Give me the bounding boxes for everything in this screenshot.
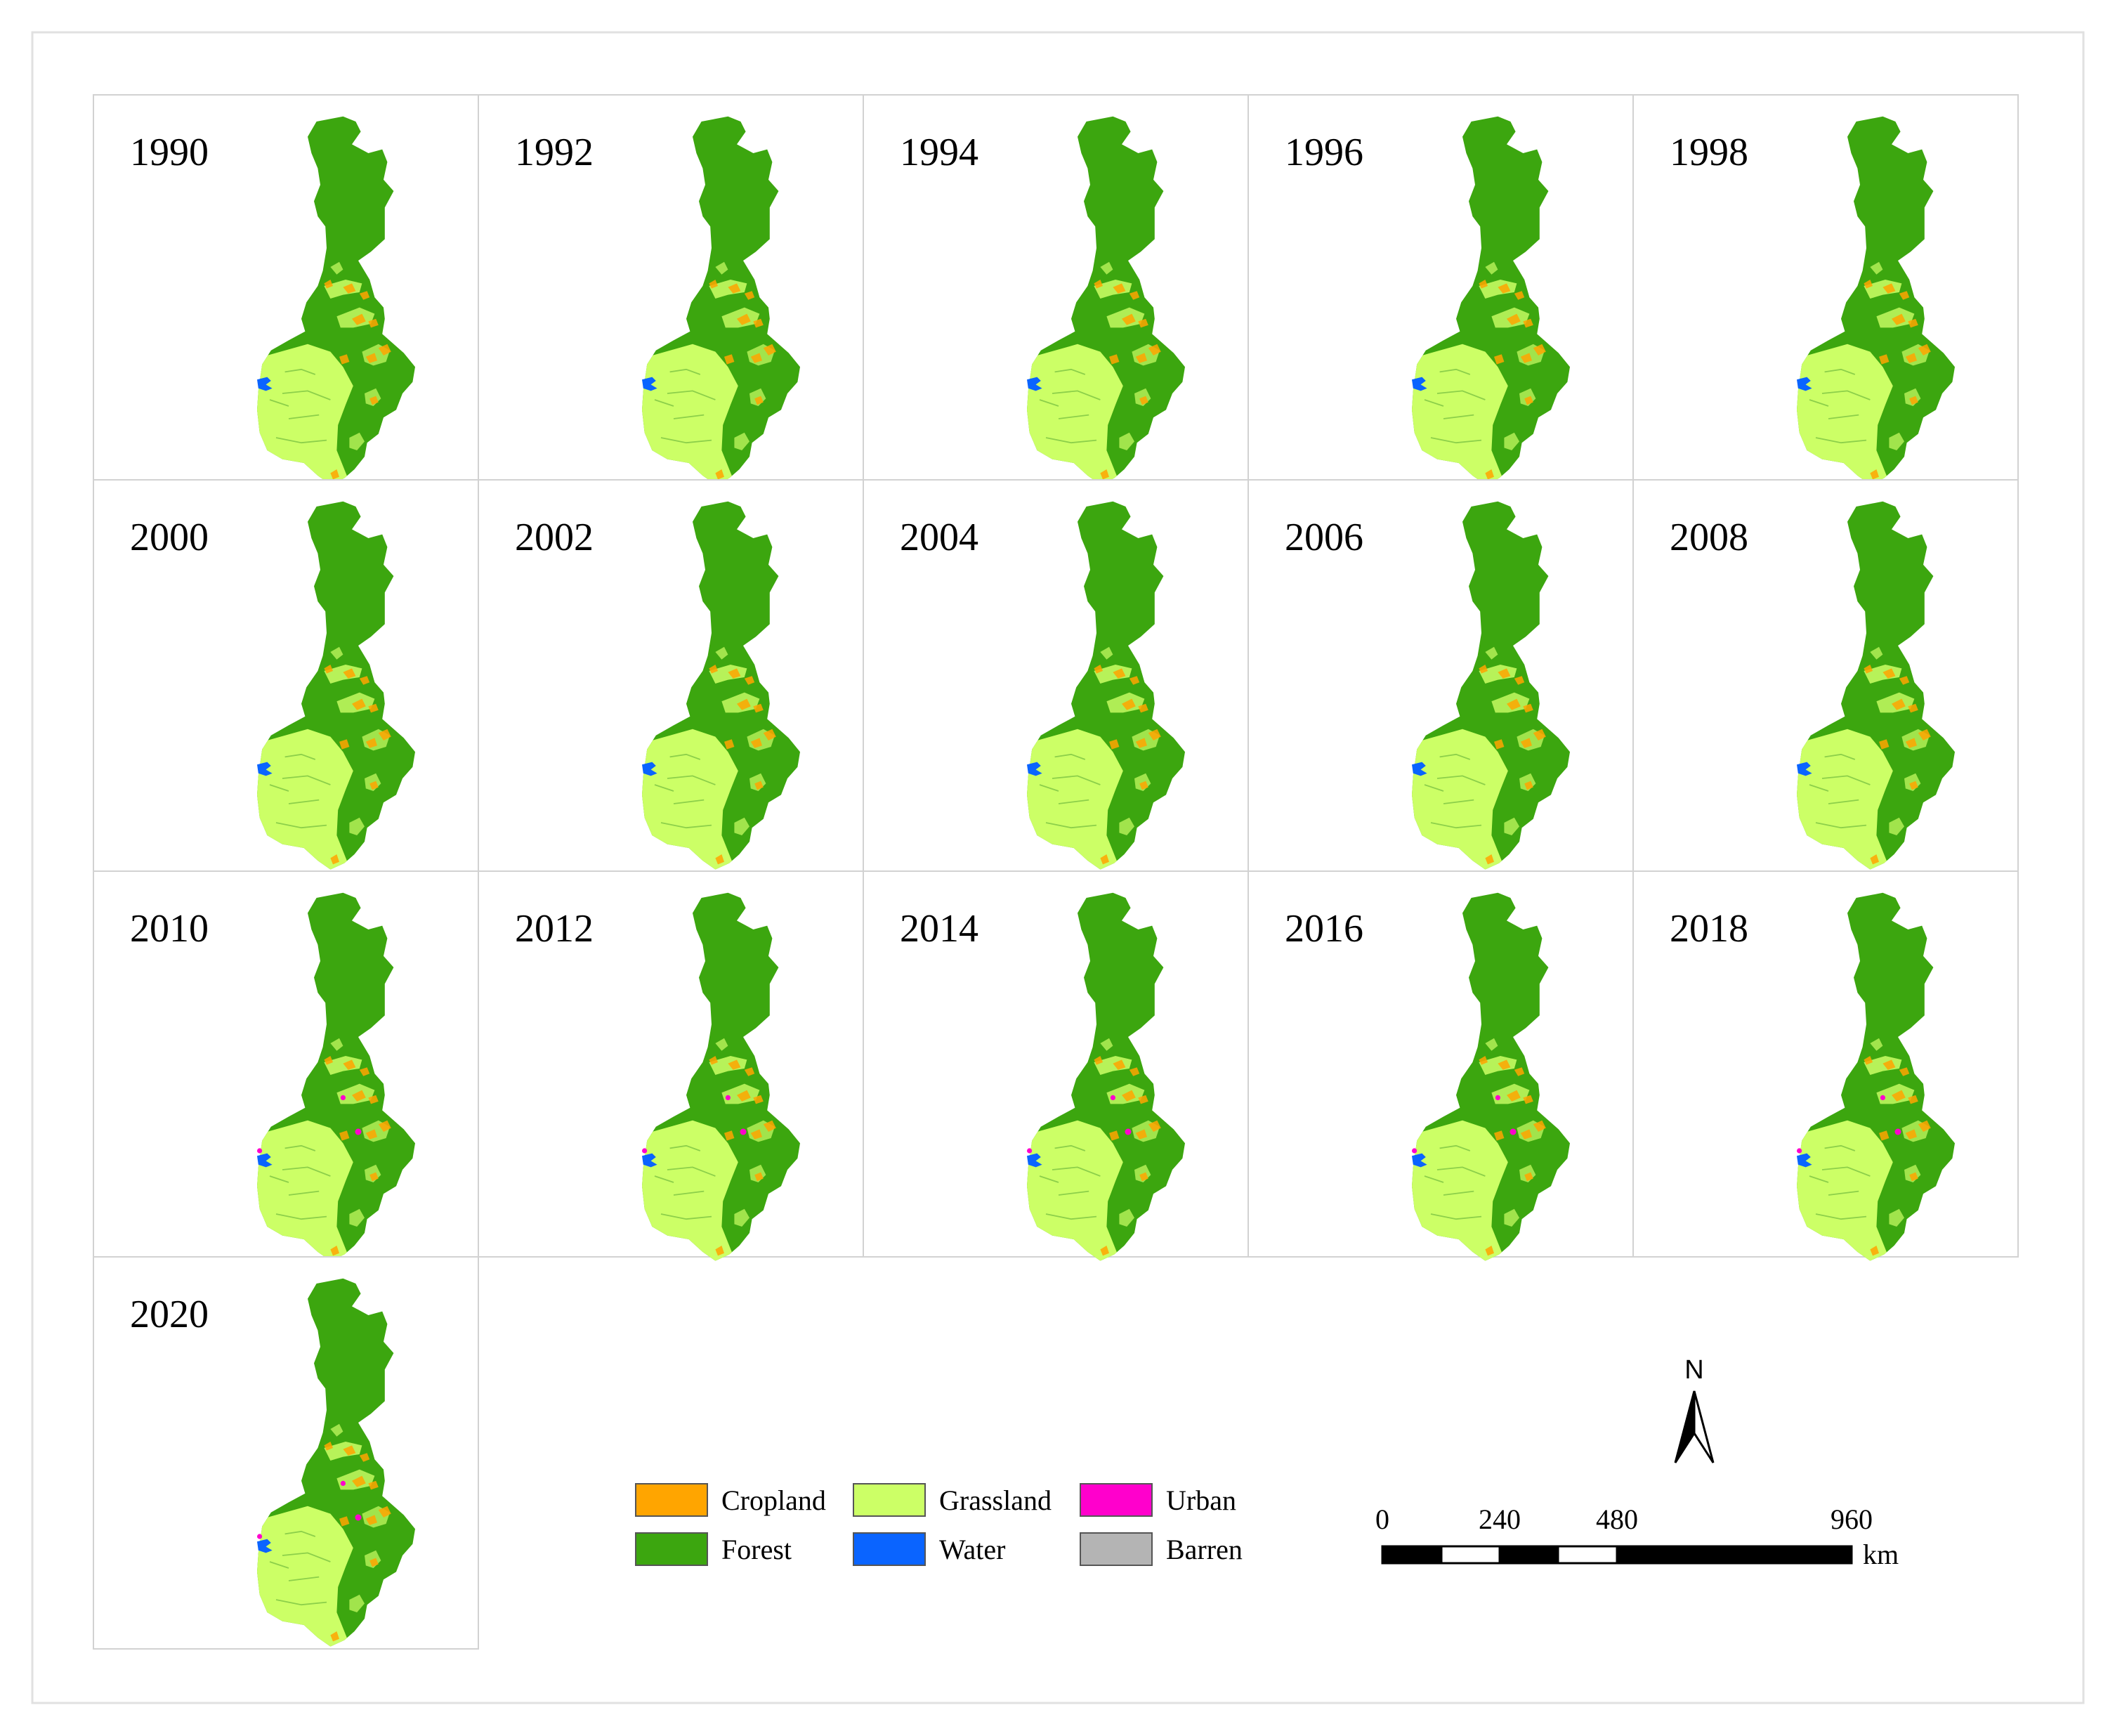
map-panel-2020: 2020 bbox=[93, 1256, 479, 1663]
year-label: 2008 bbox=[1670, 516, 1748, 559]
scale-bar: 0 240 480 960 km bbox=[1375, 1503, 1899, 1570]
map-panel-2016-map bbox=[1393, 893, 1570, 1277]
map-panel-2012: 2012 bbox=[478, 870, 864, 1277]
map-panel-2012-map bbox=[623, 893, 800, 1277]
scale-tick-label: 960 bbox=[1831, 1503, 1873, 1535]
panel-grid: 1990 1992 1994 1996 1998 2000 2002 2004 2006 2008… bbox=[93, 94, 2019, 1663]
scale-unit-label: km bbox=[1863, 1539, 1899, 1570]
map-panel-2000: 2000 bbox=[93, 479, 479, 886]
year-label: 2004 bbox=[900, 516, 978, 559]
map-panel-2018-map bbox=[1778, 893, 1955, 1277]
scale-bar-segment bbox=[1440, 1545, 1501, 1565]
legend-swatch bbox=[1080, 1532, 1153, 1566]
map-panel-1994: 1994 bbox=[863, 94, 1249, 501]
map-panel-2014: 2014 bbox=[863, 870, 1249, 1277]
map-panel-2008: 2008 bbox=[1632, 479, 2019, 886]
map-panel-2014-map bbox=[1008, 893, 1185, 1277]
legend-item-water: Water bbox=[853, 1532, 1006, 1566]
legend-label: Water bbox=[939, 1534, 1006, 1565]
map-panel-2002: 2002 bbox=[478, 479, 864, 886]
year-label: 1990 bbox=[130, 131, 209, 174]
year-label: 2016 bbox=[1285, 907, 1363, 951]
legend-swatch bbox=[635, 1532, 708, 1566]
legend-item-forest: Forest bbox=[635, 1532, 792, 1566]
legend-swatch bbox=[853, 1532, 926, 1566]
legend-item-grassland: Grassland bbox=[853, 1483, 1052, 1517]
scale-bar-segment bbox=[1557, 1545, 1618, 1565]
map-panel-1998: 1998 bbox=[1632, 94, 2019, 501]
year-label: 1994 bbox=[900, 131, 978, 174]
north-arrow-label: N bbox=[1684, 1355, 1703, 1385]
legend-swatch bbox=[853, 1483, 926, 1517]
year-label: 1996 bbox=[1285, 131, 1363, 174]
scale-bar-segment bbox=[1381, 1545, 1443, 1565]
map-panel-1992: 1992 bbox=[478, 94, 864, 501]
year-label: 2014 bbox=[900, 907, 978, 951]
map-panel-1990: 1990 bbox=[93, 94, 479, 501]
map-panel-2020-map bbox=[238, 1279, 415, 1663]
legend-label: Forest bbox=[721, 1534, 792, 1565]
year-label: 2010 bbox=[130, 907, 209, 951]
legend-swatch bbox=[635, 1483, 708, 1517]
year-label: 2012 bbox=[515, 907, 594, 951]
legend-item-urban: Urban bbox=[1080, 1483, 1236, 1517]
scale-tick-label: 0 bbox=[1375, 1503, 1389, 1535]
north-arrow: N bbox=[1674, 1355, 1715, 1463]
map-panel-2016: 2016 bbox=[1248, 870, 1634, 1277]
legend-item-barren: Barren bbox=[1080, 1532, 1243, 1566]
legend-item-cropland: Cropland bbox=[635, 1483, 826, 1517]
year-label: 1998 bbox=[1670, 131, 1748, 174]
map-panel-2004: 2004 bbox=[863, 479, 1249, 886]
legend: Cropland Grassland Urban Forest Water Barren bbox=[635, 1483, 1243, 1566]
legend-label: Urban bbox=[1166, 1484, 1236, 1516]
map-panel-2010-map bbox=[238, 893, 415, 1277]
year-label: 2002 bbox=[515, 516, 594, 559]
map-panel-2010: 2010 bbox=[93, 870, 479, 1277]
scale-tick-label: 240 bbox=[1479, 1503, 1521, 1535]
map-panel-2018: 2018 bbox=[1632, 870, 2019, 1277]
map-panel-2006: 2006 bbox=[1248, 479, 1634, 886]
legend-label: Cropland bbox=[721, 1484, 826, 1516]
scale-bar-segment bbox=[1498, 1545, 1559, 1565]
legend-label: Grassland bbox=[939, 1484, 1052, 1516]
year-label: 2006 bbox=[1285, 516, 1363, 559]
map-panel-1996: 1996 bbox=[1248, 94, 1634, 501]
legend-label: Barren bbox=[1166, 1534, 1243, 1565]
year-label: 2000 bbox=[130, 516, 209, 559]
year-label: 1992 bbox=[515, 131, 594, 174]
year-label: 2020 bbox=[130, 1293, 209, 1336]
legend-swatch bbox=[1080, 1483, 1153, 1517]
year-label: 2018 bbox=[1670, 907, 1748, 951]
scale-bar-segment bbox=[1616, 1545, 1853, 1565]
scale-tick-label: 480 bbox=[1596, 1503, 1638, 1535]
outer-frame bbox=[31, 31, 2085, 1704]
